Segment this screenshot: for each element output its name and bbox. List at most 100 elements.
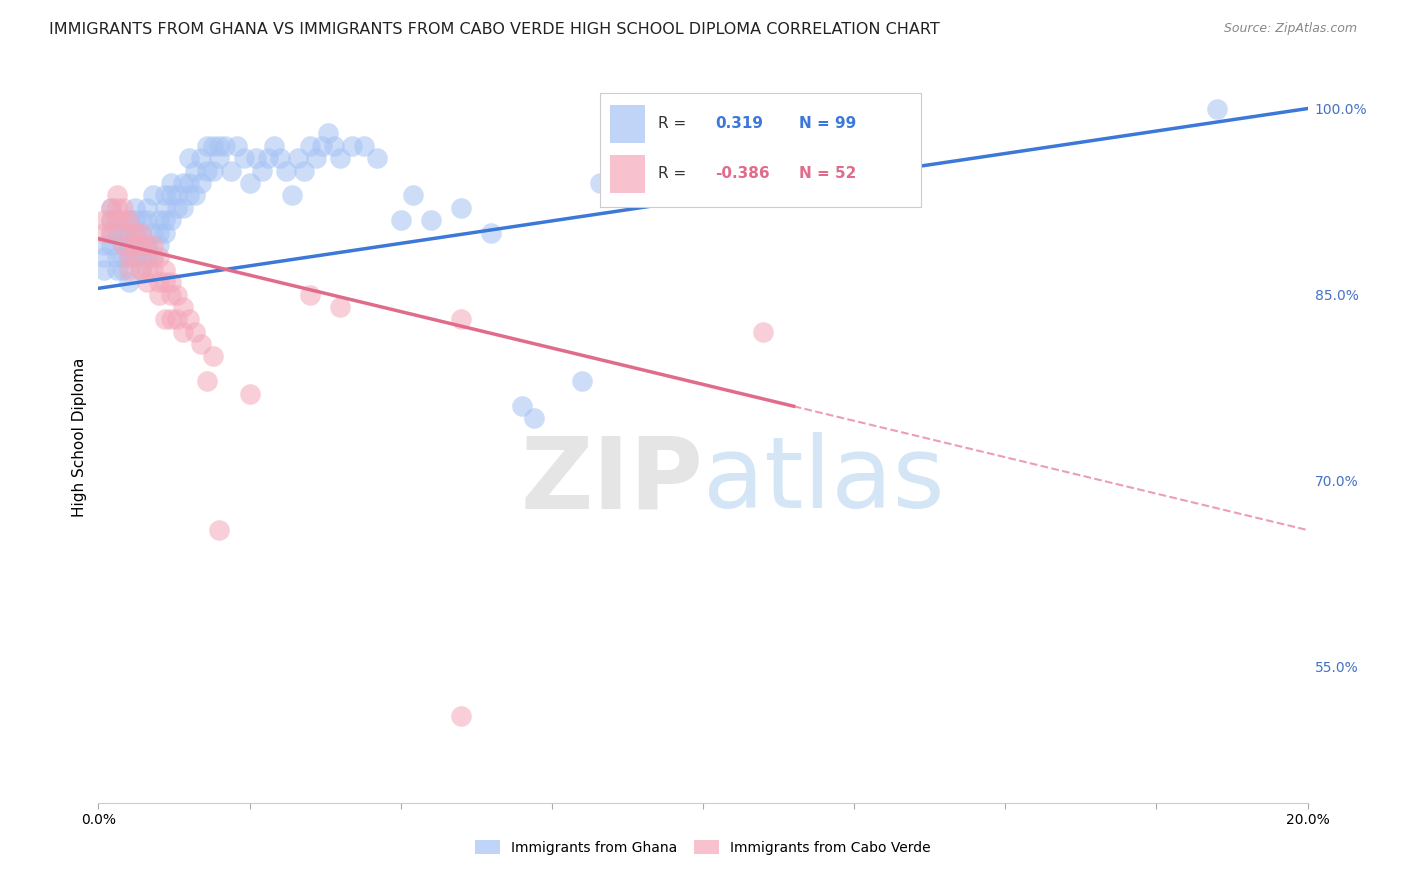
Point <box>93 213 115 227</box>
Point <box>172 176 194 190</box>
Y-axis label: High School Diploma: High School Diploma <box>72 358 87 516</box>
Point <box>118 213 141 227</box>
Point <box>111 238 134 252</box>
Point <box>329 151 352 165</box>
Point <box>195 374 218 388</box>
Point <box>124 250 146 264</box>
Point <box>160 287 183 301</box>
Point <box>323 138 346 153</box>
Point <box>118 262 141 277</box>
Point <box>153 312 176 326</box>
Point <box>589 176 612 190</box>
Point <box>135 262 157 277</box>
Point <box>208 523 231 537</box>
Point <box>105 262 128 277</box>
Point <box>184 163 207 178</box>
Point <box>329 300 352 314</box>
Point <box>366 151 388 165</box>
Point <box>111 201 134 215</box>
Point <box>153 201 176 215</box>
Point <box>124 250 146 264</box>
Point <box>184 188 207 202</box>
Point <box>245 151 267 165</box>
Text: ZIP: ZIP <box>520 433 703 530</box>
Point <box>111 213 134 227</box>
Point <box>129 226 152 240</box>
Point <box>190 151 212 165</box>
Point <box>269 151 291 165</box>
Point <box>148 275 170 289</box>
Point <box>239 176 262 190</box>
Point <box>153 262 176 277</box>
Point <box>148 238 170 252</box>
Point <box>166 287 188 301</box>
Point <box>179 176 201 190</box>
Point <box>105 188 128 202</box>
Point <box>93 250 115 264</box>
Point <box>661 176 683 190</box>
Point <box>148 226 170 240</box>
Point <box>160 275 183 289</box>
Point <box>124 238 146 252</box>
Point <box>100 213 122 227</box>
Point <box>510 399 533 413</box>
Point <box>287 151 309 165</box>
Point <box>105 213 128 227</box>
Point <box>124 201 146 215</box>
Point <box>100 201 122 215</box>
Point <box>179 151 201 165</box>
Point <box>129 226 152 240</box>
Point <box>118 226 141 240</box>
Point <box>129 250 152 264</box>
Point <box>305 151 328 165</box>
Point <box>208 138 231 153</box>
Point <box>124 226 146 240</box>
Point <box>135 238 157 252</box>
Point <box>160 176 183 190</box>
Point <box>232 151 254 165</box>
Point <box>124 226 146 240</box>
Point <box>450 201 472 215</box>
Point <box>105 226 128 240</box>
Point <box>263 138 285 153</box>
Point <box>342 138 364 153</box>
Point <box>172 300 194 314</box>
Point <box>166 188 188 202</box>
Point <box>420 213 443 227</box>
Point <box>195 138 218 153</box>
Legend: Immigrants from Ghana, Immigrants from Cabo Verde: Immigrants from Ghana, Immigrants from C… <box>468 833 938 862</box>
Point <box>148 213 170 227</box>
Point <box>160 188 183 202</box>
Point <box>129 262 152 277</box>
Point <box>118 250 141 264</box>
Point <box>202 163 225 178</box>
Point <box>111 250 134 264</box>
Point <box>93 226 115 240</box>
Point <box>226 138 249 153</box>
Point <box>142 262 165 277</box>
Point <box>752 325 775 339</box>
Point <box>111 262 134 277</box>
Point <box>311 138 333 153</box>
Point <box>100 213 122 227</box>
Point <box>142 238 165 252</box>
Point <box>124 238 146 252</box>
Point <box>153 188 176 202</box>
Point <box>402 188 425 202</box>
Point <box>118 226 141 240</box>
Point <box>118 238 141 252</box>
Point <box>100 226 122 240</box>
Point <box>179 312 201 326</box>
Point <box>1206 102 1229 116</box>
Point <box>214 138 236 153</box>
Point <box>166 312 188 326</box>
Point <box>129 238 152 252</box>
Point <box>299 287 322 301</box>
Point <box>239 386 262 401</box>
Point <box>316 126 339 140</box>
Point <box>105 201 128 215</box>
Point <box>100 238 122 252</box>
Point <box>148 250 170 264</box>
Point <box>450 312 472 326</box>
Point <box>256 151 278 165</box>
